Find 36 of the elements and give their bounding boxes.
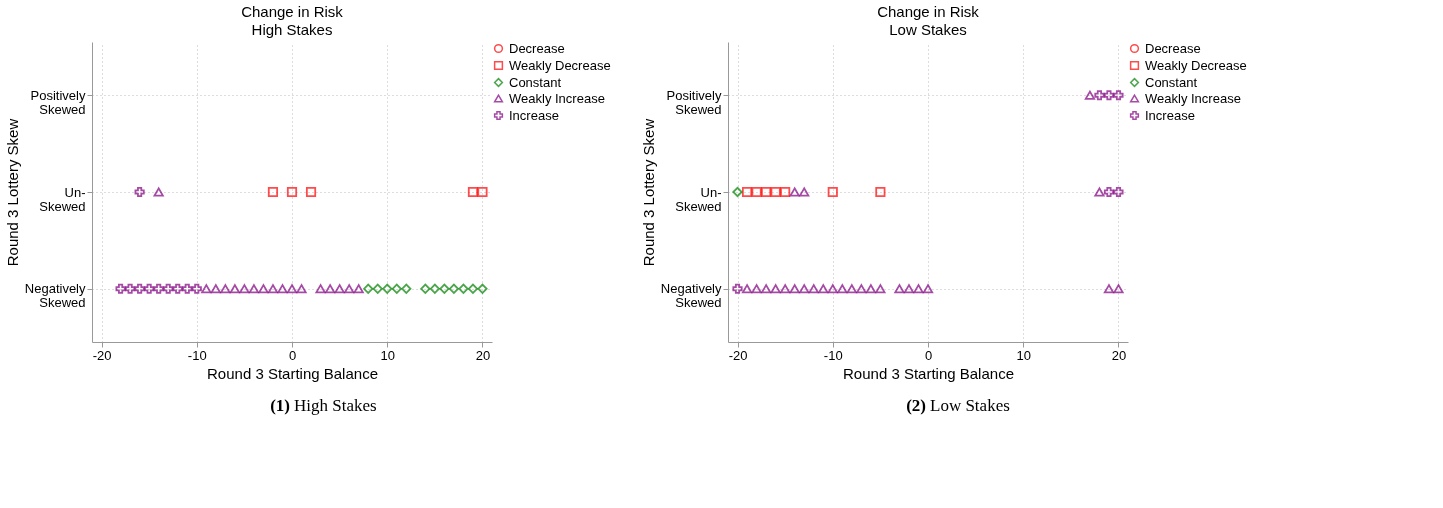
x-tick-label: 0 bbox=[924, 347, 933, 363]
y-tick-label: Un- Skewed bbox=[675, 184, 722, 214]
legend-label: Decrease bbox=[509, 40, 565, 56]
legend-label: Increase bbox=[509, 107, 559, 123]
y-axis-title: Round 3 Lottery Skew bbox=[3, 118, 21, 267]
x-tick-label: -10 bbox=[823, 347, 843, 363]
text: (2) Low Stakes bbox=[906, 396, 1010, 415]
legend-label: Weakly Decrease bbox=[1145, 57, 1247, 73]
y-tick-label: Positively Skewed bbox=[666, 87, 722, 117]
y-tick-label: Un- Skewed bbox=[39, 184, 86, 214]
x-axis-title: Round 3 Starting Balance bbox=[207, 364, 378, 382]
legend-label: Weakly Increase bbox=[509, 90, 605, 106]
x-axis-title: Round 3 Starting Balance bbox=[843, 364, 1014, 382]
x-tick-label: 0 bbox=[288, 347, 297, 363]
legend-label: Constant bbox=[1145, 74, 1198, 90]
x-tick-label: 20 bbox=[475, 347, 491, 363]
chart-subtitle: Low Stakes bbox=[889, 21, 967, 38]
x-tick-label: 10 bbox=[380, 347, 395, 363]
legend-label: Constant bbox=[509, 74, 562, 90]
chart-title: Change in Risk bbox=[877, 3, 980, 20]
chart-subtitle: High Stakes bbox=[251, 21, 333, 38]
x-tick-label: -20 bbox=[92, 347, 112, 363]
legend-label: Weakly Decrease bbox=[509, 57, 611, 73]
y-tick-label: Negatively Skewed bbox=[24, 281, 86, 311]
text: (1) High Stakes bbox=[270, 396, 377, 415]
legend-label: Weakly Increase bbox=[1145, 90, 1241, 106]
x-tick-label: 10 bbox=[1016, 347, 1031, 363]
x-tick-label: -10 bbox=[187, 347, 207, 363]
x-tick-label: 20 bbox=[1111, 347, 1127, 363]
chart-title: Change in Risk bbox=[241, 3, 344, 20]
legend-label: Decrease bbox=[1145, 40, 1201, 56]
x-tick-label: -20 bbox=[728, 347, 748, 363]
legend-label: Increase bbox=[1145, 107, 1195, 123]
y-tick-label: Positively Skewed bbox=[30, 87, 86, 117]
y-axis-title: Round 3 Lottery Skew bbox=[639, 118, 657, 267]
y-tick-label: Negatively Skewed bbox=[660, 281, 722, 311]
